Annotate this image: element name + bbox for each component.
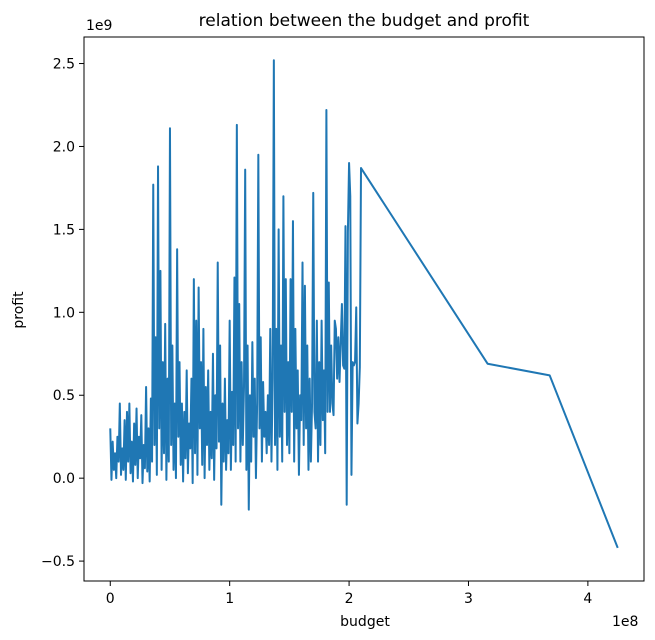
plot-area-frame <box>83 36 645 582</box>
x-tick-label: 2 <box>345 591 354 607</box>
series-line <box>109 59 619 549</box>
y-axis-label: profit <box>11 291 27 329</box>
x-tick-label: 1 <box>225 591 234 607</box>
y-tick-label: 1.5 <box>53 222 75 238</box>
ticks-layer: 0 1 2 3 4 −0.5 0.0 0.5 1.0 1.5 2.0 2.5 <box>41 57 592 607</box>
x-tick-label: 3 <box>464 591 473 607</box>
y-tick-label: 2.0 <box>53 139 75 155</box>
y-tick-label: 0.5 <box>53 388 75 404</box>
series-layer <box>109 59 619 549</box>
x-tick-label: 4 <box>583 591 592 607</box>
x-tick-label: 0 <box>106 591 115 607</box>
y-tick-label: 2.5 <box>53 57 75 73</box>
chart-title: relation between the budget and profit <box>199 11 530 31</box>
y-tick-label: −0.5 <box>41 554 75 570</box>
x-axis-label: budget <box>340 614 390 630</box>
y-offset-label: 1e9 <box>86 18 112 34</box>
x-offset-label: 1e8 <box>612 614 638 630</box>
y-tick-label: 0.0 <box>53 471 75 487</box>
y-tick-label: 1.0 <box>53 305 75 321</box>
